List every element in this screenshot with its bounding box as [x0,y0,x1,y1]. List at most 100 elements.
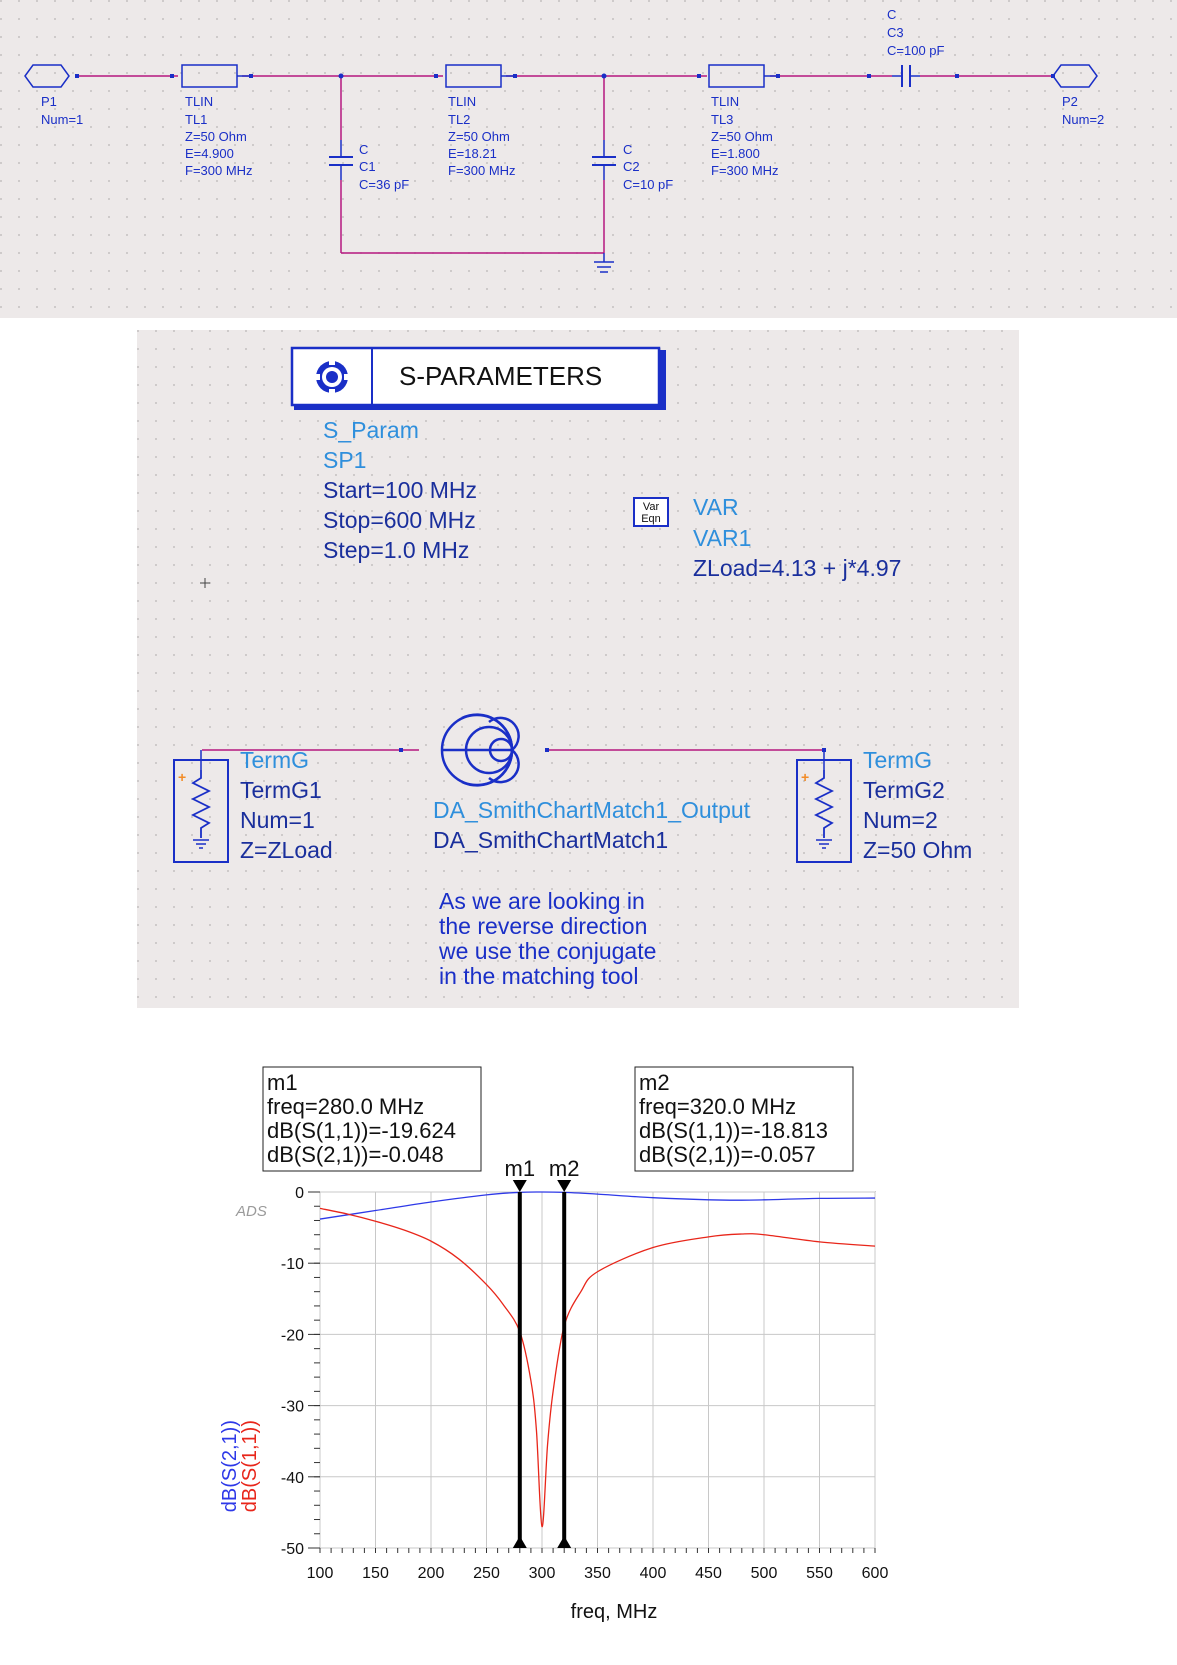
c1-type: C [359,142,368,157]
schematic-canvas[interactable]: P1 Num=1 P2 Num=2 TLIN TL1 Z=50 Ohm E=4.… [0,0,1177,318]
m1-readout-line: m1 [267,1070,298,1095]
termg1-component[interactable]: + [173,750,229,863]
m1-readout-line: dB(S(1,1))=-19.624 [267,1118,456,1143]
tl2-e: E=18.21 [448,146,497,161]
c3-type: C [887,7,896,22]
marker-top-triangle-m2 [557,1180,572,1192]
termg1-type: TermG [240,747,309,773]
ground-symbol [594,253,614,273]
x-tick-label: 250 [473,1565,500,1582]
p2-num: Num=2 [1062,112,1104,127]
note-line: in the matching tool [439,963,638,989]
x-axis-label: freq, MHz [571,1601,658,1623]
port-p1[interactable]: P1 Num=1 [24,64,83,127]
sparameter-plot[interactable]: m1 freq=280.0 MHz dB(S(1,1))=-19.624 dB(… [0,1040,1177,1660]
y-tick-label: 0 [295,1185,304,1202]
y-tick-label: -30 [281,1399,304,1416]
smith-output-label: DA_SmithChartMatch1_Output [433,797,751,823]
y-label-s21: dB(S(2,1)) [219,1420,241,1512]
tl3-f: F=300 MHz [711,163,779,178]
m1-readout-line: dB(S(2,1))=-0.048 [267,1142,444,1167]
note-line: the reverse direction [439,913,647,939]
termg1-num: Num=1 [240,807,315,833]
x-tick-label: 350 [584,1565,611,1582]
schematic-panel[interactable]: P1 Num=1 P2 Num=2 TLIN TL1 Z=50 Ohm E=4.… [0,0,1177,318]
plot-panel[interactable]: m1 freq=280.0 MHz dB(S(1,1))=-19.624 dB(… [0,1040,1177,1660]
y-label-s11: dB(S(1,1)) [239,1420,261,1512]
x-tick-label: 550 [806,1565,833,1582]
tl1-type: TLIN [185,94,213,109]
y-axis-labels: dB(S(2,1)) dB(S(1,1)) [219,1420,261,1512]
tl2-type: TLIN [448,94,476,109]
port-p2[interactable]: P2 Num=2 [1051,64,1104,127]
comment-note: As we are looking in the reverse directi… [438,888,656,989]
marker-label-m2: m2 [549,1156,580,1181]
tl1-z: Z=50 Ohm [185,129,247,144]
var-eqn-icon[interactable]: Var Eqn [633,497,669,527]
m2-readout-line: freq=320.0 MHz [639,1094,796,1119]
plot-markers[interactable]: m1 m2 [505,1156,580,1548]
p1-name: P1 [41,94,57,109]
note-line: As we are looking in [439,888,645,914]
smith-chart-icon[interactable] [440,713,520,787]
marker-top-triangle-m1 [512,1180,527,1192]
tl3-z: Z=50 Ohm [711,129,773,144]
tlin-tl3[interactable]: TLIN TL3 Z=50 Ohm E=1.800 F=300 MHz [697,64,780,178]
var-zload: ZLoad=4.13 + j*4.97 [693,555,901,581]
y-tick-label: -10 [281,1256,304,1273]
var-icon-top: Var [643,501,660,513]
termg2-z: Z=50 Ohm [863,837,972,863]
sparam-start: Start=100 MHz [323,477,477,503]
termg2-type: TermG [863,747,932,773]
plot-axes: 100 150 200 250 300 350 400 450 500 550 600 0 -10 -20… [281,1185,889,1582]
tlin-tl1[interactable]: TLIN TL1 Z=50 Ohm E=4.900 F=300 MHz [170,64,253,178]
plus-sign: + [178,769,186,785]
marker-m1-readout[interactable]: m1 freq=280.0 MHz dB(S(1,1))=-19.624 dB(… [262,1066,482,1172]
capacitor-c2[interactable]: C C2 C=10 pF [592,140,673,192]
tlin-tl2[interactable]: TLIN TL2 Z=50 Ohm E=18.21 F=300 MHz [434,64,517,178]
c1-name: C1 [359,159,376,174]
marker-m2-readout[interactable]: m2 freq=320.0 MHz dB(S(1,1))=-18.813 dB(… [634,1066,854,1172]
sparam-stop: Stop=600 MHz [323,507,476,533]
m2-readout-line: m2 [639,1070,670,1095]
y-tick-label: -40 [281,1470,304,1487]
simulation-panel[interactable]: S-PARAMETERS S_Param SP1 Start=100 MHz S… [137,330,1019,1008]
x-tick-label: 400 [640,1565,667,1582]
termg1-name: TermG1 [240,777,322,803]
c3-name: C3 [887,25,904,40]
var-name: VAR1 [693,525,751,551]
tl3-e: E=1.800 [711,146,760,161]
x-tick-label: 500 [751,1565,778,1582]
p2-name: P2 [1062,94,1078,109]
x-tick-label: 200 [418,1565,445,1582]
tl3-name: TL3 [711,112,733,127]
termg1-z: Z=ZLoad [240,837,333,863]
note-line: we use the conjugate [438,938,656,964]
series-line-db-s-1-1 [319,1207,876,1528]
tl3-type: TLIN [711,94,739,109]
var-type: VAR [693,494,739,520]
plot-series [319,1191,876,1528]
tl1-name: TL1 [185,112,207,127]
sparam-type: S_Param [323,417,419,443]
p1-num: Num=1 [41,112,83,127]
tl2-z: Z=50 Ohm [448,129,510,144]
c1-value: C=36 pF [359,177,409,192]
termg2-num: Num=2 [863,807,938,833]
simulation-canvas[interactable]: S-PARAMETERS S_Param SP1 Start=100 MHz S… [137,330,1019,1008]
sparameters-block[interactable]: S-PARAMETERS [290,346,666,410]
sparam-name: SP1 [323,447,366,473]
capacitor-c1[interactable]: C C1 C=36 pF [329,140,409,192]
c2-name: C2 [623,159,640,174]
termg2-name: TermG2 [863,777,945,803]
x-tick-label: 150 [362,1565,389,1582]
m2-readout-line: dB(S(2,1))=-0.057 [639,1142,816,1167]
m2-readout-line: dB(S(1,1))=-18.813 [639,1118,828,1143]
series-line-db-s-2-1 [319,1191,876,1220]
plot-grid [319,1191,876,1549]
termg2-component[interactable]: + [796,750,852,863]
x-tick-label: 300 [529,1565,556,1582]
gear-icon [312,357,352,397]
capacitor-c3[interactable]: C C3 C=100 pF [867,7,959,87]
sparam-step: Step=1.0 MHz [323,537,469,563]
